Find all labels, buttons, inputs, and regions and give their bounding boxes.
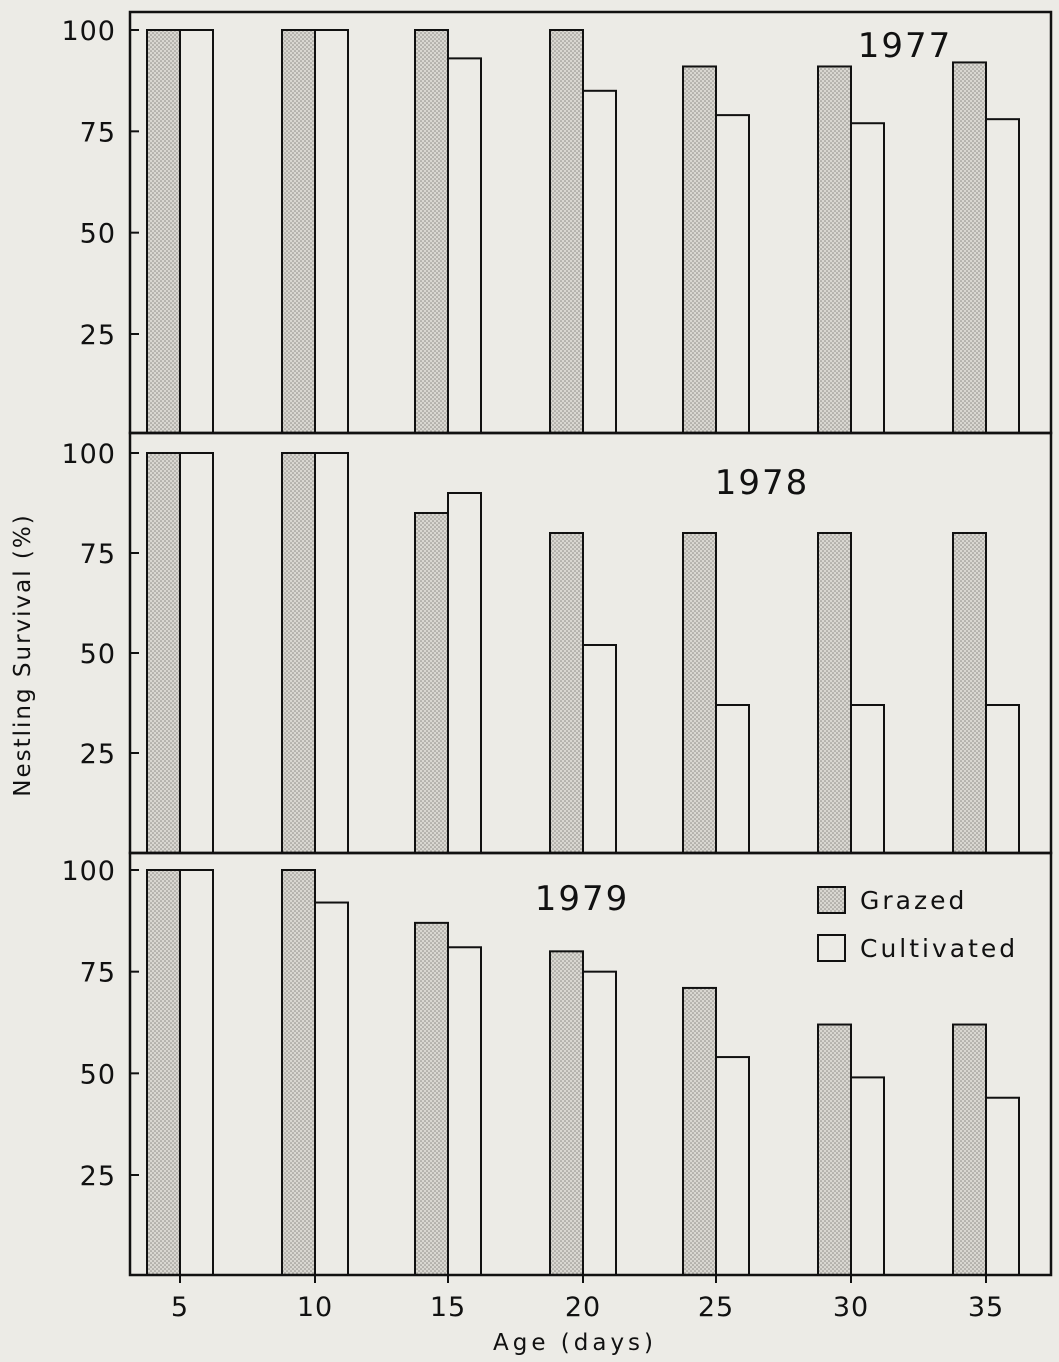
y-tick-label-1978-25: 25 — [80, 739, 116, 770]
bar-1978-grazed-10 — [281, 452, 316, 854]
x-tick-label-30: 30 — [833, 1292, 869, 1323]
legend: Grazed Cultivated — [817, 886, 1018, 963]
bar-1979-grazed-30 — [817, 1023, 852, 1276]
panel-label-1979: 1979 — [535, 879, 630, 919]
y-tick-label-1979-50: 50 — [80, 1059, 116, 1090]
bar-1979-grazed-20 — [549, 950, 584, 1276]
bar-1979-cultivated-35 — [985, 1096, 1020, 1276]
bar-1979-cultivated-15 — [447, 946, 482, 1276]
x-tick-label-25: 25 — [698, 1292, 734, 1323]
bar-1977-cultivated-15 — [447, 57, 482, 435]
panel-frame-1979 — [128, 851, 1053, 1277]
bar-1978-cultivated-15 — [447, 492, 482, 854]
bar-1977-grazed-10 — [281, 29, 316, 434]
y-tick-label-1977-50: 50 — [80, 219, 116, 250]
bar-1978-grazed-20 — [549, 532, 584, 854]
bar-1979-cultivated-25 — [715, 1056, 750, 1276]
x-tick-label-5: 5 — [171, 1292, 189, 1323]
y-tick-label-1977-100: 100 — [61, 16, 116, 47]
bar-1977-grazed-5 — [146, 29, 181, 434]
panel-1977: 25 50 75 100 1977 — [61, 10, 1053, 435]
bar-1979-grazed-10 — [281, 869, 316, 1276]
y-tick-label-1978-50: 50 — [80, 639, 116, 670]
x-tick-label-10: 10 — [297, 1292, 333, 1323]
bar-1979-cultivated-5 — [179, 869, 214, 1276]
bar-1978-grazed-25 — [682, 532, 717, 854]
bar-1978-cultivated-5 — [179, 452, 214, 854]
panel-1978: 25 50 75 100 1978 — [61, 431, 1053, 855]
bar-1978-grazed-30 — [817, 532, 852, 854]
legend-label-cultivated: Cultivated — [860, 934, 1018, 963]
y-tick-label-1978-75: 75 — [80, 539, 116, 570]
bar-1979-grazed-15 — [414, 921, 449, 1276]
y-tick-label-1978-100: 100 — [61, 439, 116, 470]
bar-1978-cultivated-20 — [582, 644, 617, 854]
y-tick-label-1979-100: 100 — [61, 856, 116, 887]
y-tick-label-1977-25: 25 — [80, 320, 116, 351]
legend-swatch-cultivated — [817, 934, 846, 962]
bar-1978-grazed-35 — [952, 532, 987, 854]
bar-1977-grazed-20 — [549, 29, 584, 434]
bar-1979-cultivated-10 — [314, 901, 349, 1276]
panel-label-1978: 1978 — [715, 463, 810, 503]
bar-1979-grazed-5 — [146, 869, 181, 1276]
panel-label-1977: 1977 — [858, 26, 953, 66]
bar-1977-cultivated-5 — [179, 29, 214, 434]
x-tick-label-15: 15 — [430, 1292, 466, 1323]
bar-1977-cultivated-20 — [582, 89, 617, 435]
bar-1979-cultivated-20 — [582, 970, 617, 1277]
bar-1977-cultivated-10 — [314, 29, 349, 434]
legend-label-grazed: Grazed — [860, 886, 967, 915]
x-tick-label-35: 35 — [968, 1292, 1004, 1323]
bar-1977-grazed-25 — [682, 65, 717, 434]
y-tick-label-1977-75: 75 — [80, 117, 116, 148]
bar-1977-grazed-15 — [414, 29, 449, 434]
bar-1977-cultivated-35 — [985, 118, 1020, 434]
bar-1978-grazed-15 — [414, 512, 449, 854]
chart-panels: 25 50 75 100 1977 25 50 75 100 1978 25 50 75 100 1979 5… — [61, 10, 1053, 1323]
y-axis-label: Nestling Survival (%) — [10, 513, 36, 796]
bar-1979-grazed-25 — [682, 986, 717, 1277]
x-axis-label: Age (days) — [493, 1330, 657, 1356]
bar-1979-cultivated-30 — [850, 1076, 885, 1277]
bar-1978-cultivated-30 — [850, 704, 885, 854]
y-tick-label-1979-75: 75 — [80, 958, 116, 989]
bar-1978-cultivated-25 — [715, 704, 750, 854]
bar-1978-grazed-5 — [146, 452, 181, 854]
bar-1977-grazed-35 — [952, 61, 987, 434]
panel-1979: 25 50 75 100 1979 — [61, 851, 1053, 1277]
x-tick-label-20: 20 — [565, 1292, 601, 1323]
bar-1978-cultivated-35 — [985, 704, 1020, 854]
bar-1979-grazed-35 — [952, 1023, 987, 1276]
bar-1977-grazed-30 — [817, 65, 852, 434]
bar-1977-cultivated-30 — [850, 122, 885, 435]
bar-1978-cultivated-10 — [314, 452, 349, 854]
y-tick-label-1979-25: 25 — [80, 1161, 116, 1192]
legend-swatch-grazed — [817, 886, 846, 914]
bar-1977-cultivated-25 — [715, 114, 750, 435]
